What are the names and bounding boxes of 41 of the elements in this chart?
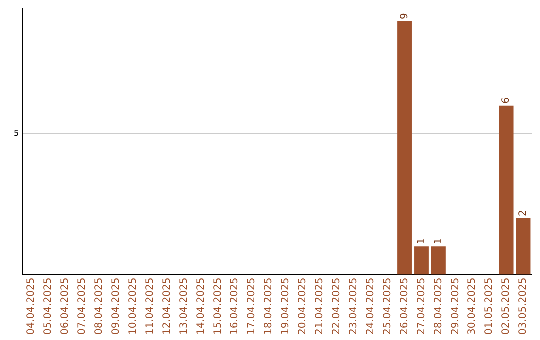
x-tick-label: 13.04.2025 (178, 278, 190, 336)
bar (516, 218, 531, 275)
x-tick-label: 17.04.2025 (246, 278, 258, 336)
x-tick-label: 30.04.2025 (467, 278, 478, 336)
x-tick-label: 20.04.2025 (298, 278, 309, 336)
y-tick-label: 5 (14, 129, 20, 138)
x-tick-label: 07.04.2025 (77, 278, 88, 336)
x-tick-label: 02.05.2025 (501, 278, 512, 336)
x-tick-label: 16.04.2025 (230, 278, 241, 336)
x-tick-label: 10.04.2025 (128, 278, 139, 336)
x-tick-label: 14.04.2025 (196, 278, 207, 336)
bar (414, 246, 429, 275)
x-tick-label: 24.04.2025 (365, 278, 376, 336)
data-label: 1 (416, 238, 428, 245)
x-tick-label: 09.04.2025 (110, 278, 122, 336)
x-tick-label: 05.04.2025 (43, 278, 54, 336)
x-tick-label: 19.04.2025 (280, 278, 292, 336)
x-tick-label: 08.04.2025 (94, 278, 106, 336)
x-tick-label: 15.04.2025 (212, 278, 224, 336)
x-tick-label: 03.05.2025 (518, 278, 530, 336)
x-tick-label: 28.04.2025 (433, 278, 444, 336)
x-tick-label: 26.04.2025 (399, 278, 410, 336)
data-label: 2 (518, 210, 530, 216)
x-tick-label: 11.04.2025 (144, 278, 156, 336)
x-tick-label: 21.04.2025 (314, 278, 326, 336)
bar (398, 21, 412, 275)
data-label: 9 (399, 13, 410, 20)
bar (499, 106, 514, 275)
x-tick-label: 27.04.2025 (416, 278, 428, 336)
data-label: 1 (433, 238, 444, 245)
bar (431, 246, 446, 275)
x-tick-label: 18.04.2025 (264, 278, 275, 336)
x-tick-label: 12.04.2025 (162, 278, 173, 336)
data-label: 6 (501, 98, 512, 104)
x-tick-label: 23.04.2025 (348, 278, 360, 336)
x-tick-label: 22.04.2025 (332, 278, 343, 336)
x-tick-label: 25.04.2025 (382, 278, 394, 336)
x-tick-label: 29.04.2025 (450, 278, 462, 336)
x-tick-label: 01.05.2025 (484, 278, 496, 336)
x-tick-label: 04.04.2025 (26, 278, 38, 336)
x-tick-label: 06.04.2025 (60, 278, 72, 336)
